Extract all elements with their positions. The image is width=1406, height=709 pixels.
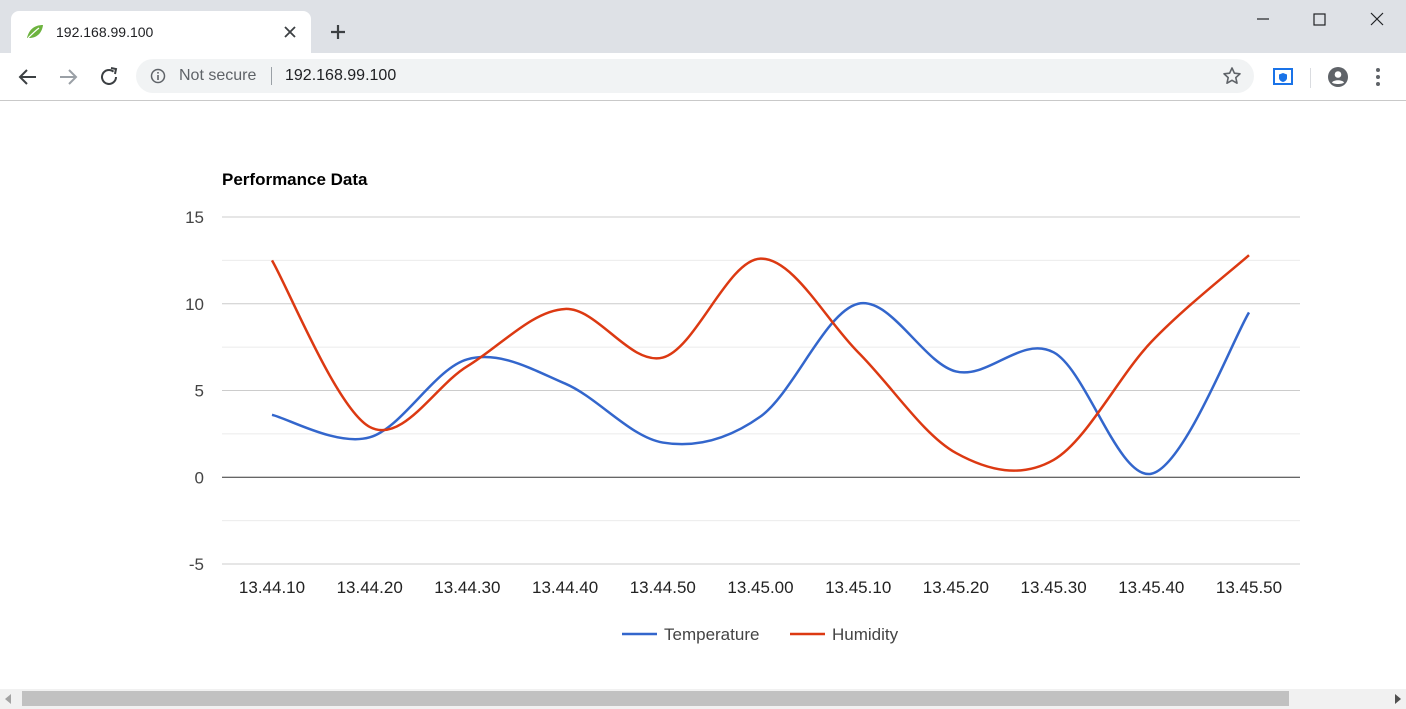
- reload-icon[interactable]: [97, 65, 121, 89]
- account-icon[interactable]: [1326, 65, 1350, 89]
- toolbar-divider: [1310, 68, 1311, 88]
- forward-arrow-icon[interactable]: [56, 65, 80, 89]
- shield-extension-icon[interactable]: [1271, 65, 1295, 89]
- chart-gridlines: [222, 216, 1300, 565]
- x-tick-label: 13.44.30: [434, 578, 500, 597]
- tab-strip: 192.168.99.100: [0, 0, 1406, 53]
- legend-label-humidity: Humidity: [832, 625, 899, 644]
- x-tick-label: 13.44.40: [532, 578, 598, 597]
- scrollbar-thumb[interactable]: [22, 691, 1289, 706]
- tab-title: 192.168.99.100: [56, 24, 154, 40]
- x-tick-label: 13.45.30: [1021, 578, 1087, 597]
- y-tick-label: -5: [189, 555, 204, 574]
- performance-line-chart: -5 0 5 10 15 13.44.10 13.44.20 13.44.30 13.44.4…: [185, 170, 1300, 644]
- window-close-icon[interactable]: [1362, 6, 1392, 32]
- y-tick-label: 10: [185, 295, 204, 314]
- address-bar[interactable]: Not secure 192.168.99.100: [136, 59, 1254, 93]
- series-line-temperature: [271, 302, 1251, 476]
- chart-legend: Temperature Humidity: [622, 625, 899, 644]
- horizontal-scrollbar[interactable]: [0, 689, 1406, 709]
- kebab-menu-icon[interactable]: [1366, 65, 1390, 89]
- browser-tab[interactable]: 192.168.99.100: [11, 11, 311, 53]
- url-text[interactable]: 192.168.99.100: [285, 67, 397, 84]
- scroll-left-arrow-icon[interactable]: [5, 694, 11, 704]
- star-icon[interactable]: [1222, 66, 1242, 86]
- x-tick-label: 13.44.10: [239, 578, 305, 597]
- leaf-icon: [27, 25, 43, 39]
- x-tick-label: 13.44.20: [337, 578, 403, 597]
- x-tick-label: 13.45.00: [727, 578, 793, 597]
- series-lines: [270, 254, 1251, 476]
- maximize-icon[interactable]: [1304, 6, 1334, 32]
- x-axis-labels: 13.44.10 13.44.20 13.44.30 13.44.40 13.44.50…: [239, 578, 1282, 597]
- x-tick-label: 13.45.10: [825, 578, 891, 597]
- chart-title: Performance Data: [222, 170, 368, 189]
- y-tick-label: 5: [195, 382, 204, 401]
- scroll-right-arrow-icon[interactable]: [1395, 694, 1401, 704]
- y-axis-labels: -5 0 5 10 15: [185, 208, 204, 574]
- y-tick-label: 15: [185, 208, 204, 227]
- legend-label-temperature: Temperature: [664, 625, 759, 644]
- minimize-icon[interactable]: [1248, 6, 1278, 32]
- page-content: -5 0 5 10 15 13.44.10 13.44.20 13.44.30 13.44.4…: [0, 101, 1406, 689]
- browser-toolbar: Not secure 192.168.99.100: [0, 53, 1406, 101]
- x-tick-label: 13.44.50: [630, 578, 696, 597]
- security-label[interactable]: Not secure: [179, 67, 257, 84]
- y-tick-label: 0: [195, 468, 204, 487]
- close-icon[interactable]: [281, 23, 299, 41]
- back-arrow-icon[interactable]: [16, 65, 40, 89]
- info-icon[interactable]: [150, 68, 166, 84]
- x-tick-label: 13.45.20: [923, 578, 989, 597]
- x-tick-label: 13.45.40: [1118, 578, 1184, 597]
- series-line-humidity: [270, 254, 1250, 472]
- x-tick-label: 13.45.50: [1216, 578, 1282, 597]
- omnibox-divider: [271, 67, 272, 85]
- plus-icon[interactable]: [326, 20, 350, 44]
